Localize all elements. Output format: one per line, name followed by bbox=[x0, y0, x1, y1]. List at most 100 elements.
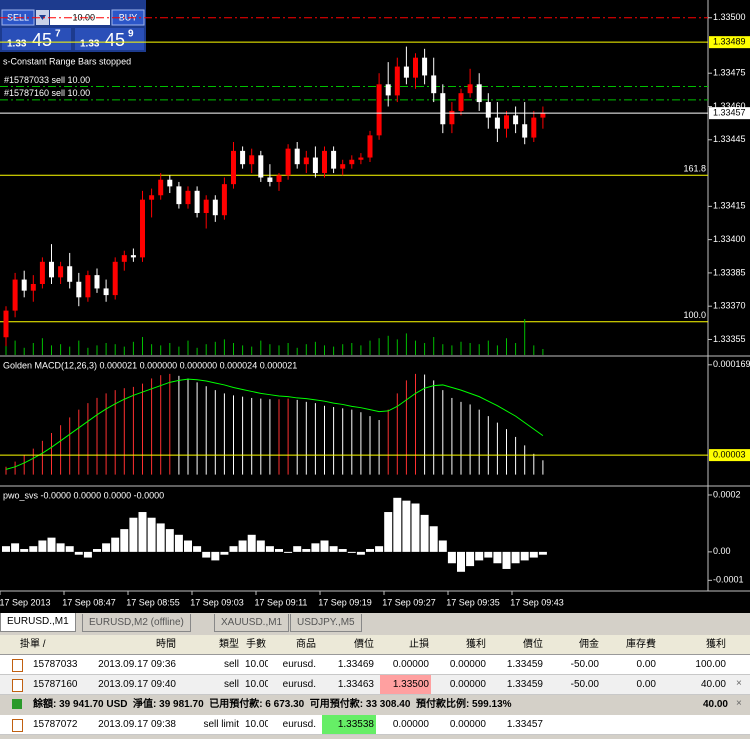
column-header[interactable]: 價位 bbox=[523, 639, 543, 650]
column-header[interactable]: 類型 bbox=[219, 639, 239, 650]
candle-body bbox=[258, 155, 264, 178]
y-tick-label: 0.000169 bbox=[713, 359, 750, 369]
table-cell: sell bbox=[223, 679, 239, 690]
bid-box[interactable] bbox=[2, 28, 71, 50]
close-button[interactable]: × bbox=[736, 680, 742, 688]
candle-body bbox=[485, 102, 491, 118]
candle-body bbox=[504, 115, 509, 129]
level-marker-bg bbox=[709, 449, 750, 462]
pwo-bar bbox=[74, 551, 83, 555]
column-header[interactable]: 掛單 / bbox=[20, 639, 46, 650]
candle-body bbox=[340, 164, 346, 169]
column-header[interactable]: 佣金 bbox=[579, 639, 599, 650]
column-header[interactable]: 價位 bbox=[354, 639, 374, 650]
bid-prefix: 1.33 bbox=[7, 39, 27, 50]
candle-body bbox=[94, 275, 100, 289]
background bbox=[0, 0, 750, 613]
order-label: #15787033 sell 10.00 bbox=[4, 75, 90, 85]
chart-tab[interactable]: EURUSD.,M1 bbox=[0, 613, 76, 632]
chart-tab[interactable]: USDJPY.,M5 bbox=[290, 614, 362, 632]
pwo-bar bbox=[11, 543, 20, 552]
time-label: 17 Sep 09:35 bbox=[446, 597, 500, 607]
candle-body bbox=[403, 66, 409, 78]
candle-body bbox=[30, 284, 36, 291]
table-cell: 10.00 bbox=[245, 679, 268, 690]
price-marker-bg bbox=[709, 107, 750, 120]
pwo-bar bbox=[156, 523, 165, 552]
table-cell: eurusd. bbox=[282, 659, 316, 670]
candle-body bbox=[194, 190, 200, 213]
time-label: 17 Sep 08:47 bbox=[62, 597, 116, 607]
row-bg bbox=[0, 655, 750, 675]
column-header[interactable]: 手數 bbox=[246, 639, 266, 650]
price-marker-bg bbox=[709, 36, 750, 49]
pwo-bar bbox=[38, 540, 47, 552]
summary-icon bbox=[12, 699, 22, 709]
candle-body bbox=[476, 84, 482, 103]
table-cell: 0.00000 bbox=[392, 719, 429, 730]
table-cell: sell bbox=[223, 659, 239, 670]
pwo-bar bbox=[238, 540, 247, 552]
pwo-bar bbox=[284, 551, 293, 553]
time-label: 17 Sep 08:55 bbox=[126, 597, 180, 607]
candle-body bbox=[76, 281, 82, 298]
time-label: 17 Sep 09:11 bbox=[255, 597, 308, 607]
time-label: 17 Sep 2013 bbox=[0, 597, 51, 607]
pwo-bar bbox=[93, 549, 101, 552]
column-header[interactable]: 獲利 bbox=[706, 639, 726, 650]
candle-body bbox=[121, 255, 127, 262]
ask-box[interactable] bbox=[75, 28, 144, 50]
table-cell: 1.33500 bbox=[380, 675, 431, 694]
candle-body bbox=[249, 155, 255, 165]
candle-body bbox=[322, 150, 327, 174]
column-header[interactable]: 止損 bbox=[409, 639, 429, 650]
y-tick-label: 0.0002 bbox=[713, 489, 741, 499]
column-header[interactable]: 時間 bbox=[156, 639, 176, 650]
y-tick-label: 0.00 bbox=[713, 546, 731, 556]
pwo-bar bbox=[65, 546, 74, 552]
column-header[interactable]: 獲利 bbox=[466, 639, 486, 650]
pwo-bar bbox=[384, 512, 393, 552]
time-label: 17 Sep 09:19 bbox=[318, 597, 372, 607]
pwo-bar bbox=[2, 546, 10, 552]
summary-profit: 40.00 bbox=[702, 699, 728, 710]
time-label: 17 Sep 09:27 bbox=[382, 597, 436, 607]
candle-body bbox=[540, 113, 546, 118]
pwo-bar bbox=[147, 517, 156, 552]
column-header[interactable]: 商品 bbox=[296, 639, 316, 650]
candle-body bbox=[349, 159, 355, 165]
chart-tab[interactable]: EURUSD,M2 (offline) bbox=[82, 614, 191, 632]
pwo-title: pwo_svs -0.0000 0.0000 0.0000 -0.0000 bbox=[3, 490, 164, 500]
candle-body bbox=[331, 150, 337, 169]
one-click-panel: SELL 10.00 BUY 1.33 45 7 1.33 45 9 bbox=[0, 0, 146, 52]
candle-body bbox=[203, 199, 209, 213]
candle-body bbox=[385, 84, 391, 96]
column-header[interactable]: 庫存費 bbox=[626, 639, 656, 650]
close-button[interactable]: × bbox=[736, 700, 742, 708]
price-marker: 1.33457 bbox=[713, 108, 746, 118]
candle-body bbox=[231, 150, 236, 185]
candle-body bbox=[494, 117, 500, 129]
pwo-bar bbox=[338, 549, 347, 552]
candle-body bbox=[21, 279, 27, 291]
pwo-bar bbox=[265, 546, 274, 552]
candle-body bbox=[358, 157, 364, 160]
pwo-bar bbox=[411, 503, 420, 552]
candle-body bbox=[158, 179, 164, 196]
candle-body bbox=[531, 117, 537, 138]
candle-body bbox=[212, 199, 218, 216]
pwo-bar bbox=[466, 551, 475, 567]
order-icon bbox=[12, 659, 23, 672]
time-label: 17 Sep 09:43 bbox=[510, 597, 564, 607]
chart-window: SELL 10.00 BUY 1.33 45 7 1.33 45 9 s-Con… bbox=[0, 0, 750, 613]
chart-tab[interactable]: XAUUSD.,M1 bbox=[214, 614, 290, 632]
bid-big: 45 bbox=[32, 30, 52, 50]
table-cell: 0.00 bbox=[636, 659, 656, 670]
candle-body bbox=[312, 157, 318, 174]
pwo-bar bbox=[447, 551, 456, 564]
candle-body bbox=[130, 255, 136, 258]
table-cell: eurusd. bbox=[282, 679, 316, 690]
table-cell: 2013.09.17 09:38 bbox=[98, 719, 176, 730]
pwo-bar bbox=[402, 500, 411, 552]
candle-body bbox=[276, 175, 282, 182]
